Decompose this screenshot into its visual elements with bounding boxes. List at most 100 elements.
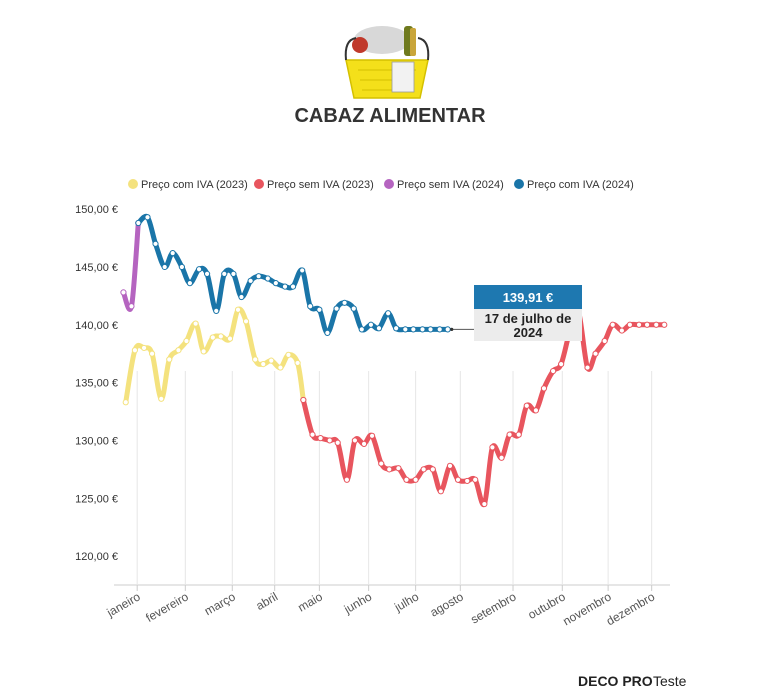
data-point bbox=[378, 460, 385, 467]
data-point bbox=[618, 327, 625, 334]
data-point bbox=[464, 477, 471, 485]
data-point bbox=[343, 476, 350, 483]
data-point bbox=[317, 435, 324, 442]
data-point bbox=[120, 289, 127, 296]
basket-illustration bbox=[344, 26, 430, 99]
data-point bbox=[183, 337, 190, 345]
series-0 bbox=[122, 306, 307, 406]
x-axis: janeiro fevereiro março abril maio junho julho… bbox=[104, 584, 670, 628]
data-point bbox=[294, 359, 301, 367]
data-point bbox=[626, 321, 633, 328]
brand-logo: DECO PRO Teste bbox=[578, 673, 687, 689]
y-tick-label: 145,00 € bbox=[75, 262, 118, 274]
data-point bbox=[272, 280, 279, 287]
data-point bbox=[316, 306, 323, 313]
data-point bbox=[192, 320, 199, 327]
data-point bbox=[558, 361, 565, 368]
series-3 bbox=[135, 213, 451, 336]
data-point bbox=[350, 305, 357, 312]
chart-title: CABAZ ALIMENTAR bbox=[294, 105, 486, 127]
series-line bbox=[123, 306, 306, 405]
data-point bbox=[238, 293, 245, 301]
legend: Preço com IVA (2023) Preço sem IVA (2023)… bbox=[128, 179, 634, 191]
legend-label: Preço com IVA (2024) bbox=[527, 179, 634, 191]
data-point bbox=[178, 263, 185, 271]
data-point bbox=[515, 431, 522, 438]
y-tick-label: 130,00 € bbox=[75, 435, 118, 447]
data-point bbox=[333, 305, 340, 312]
data-point bbox=[550, 367, 557, 375]
data-point bbox=[281, 283, 289, 290]
data-point bbox=[148, 350, 156, 357]
data-point bbox=[175, 347, 182, 354]
data-point bbox=[299, 267, 306, 274]
data-point bbox=[661, 321, 668, 328]
data-point bbox=[498, 454, 505, 461]
data-point bbox=[158, 395, 165, 402]
data-point bbox=[393, 325, 400, 332]
data-point bbox=[395, 465, 402, 472]
data-point bbox=[506, 431, 513, 438]
data-point bbox=[360, 440, 368, 448]
data-point bbox=[412, 476, 419, 483]
x-tick-label: dezembro bbox=[604, 589, 657, 628]
series-line bbox=[120, 220, 141, 312]
data-point bbox=[217, 333, 224, 340]
data-point bbox=[300, 396, 307, 404]
series-2 bbox=[120, 219, 142, 312]
data-point bbox=[209, 334, 216, 341]
data-point bbox=[326, 437, 333, 444]
data-point bbox=[324, 329, 331, 336]
data-point bbox=[523, 402, 530, 409]
data-point bbox=[309, 431, 316, 438]
data-point bbox=[203, 270, 211, 277]
data-point bbox=[481, 500, 488, 508]
data-point bbox=[402, 326, 409, 333]
data-point bbox=[375, 325, 383, 332]
x-tick-label: novembro bbox=[560, 589, 613, 628]
y-tick-label: 120,00 € bbox=[75, 551, 118, 563]
data-point bbox=[446, 462, 454, 469]
data-point bbox=[152, 240, 159, 247]
x-tick-label: março bbox=[202, 589, 238, 618]
y-tick-label: 140,00 € bbox=[75, 320, 118, 332]
data-point bbox=[653, 321, 660, 328]
data-point bbox=[427, 326, 434, 333]
data-point bbox=[341, 299, 348, 306]
data-point bbox=[420, 466, 427, 473]
data-point bbox=[226, 335, 234, 342]
data-point bbox=[264, 275, 271, 282]
data-point bbox=[386, 466, 393, 473]
data-point bbox=[230, 270, 237, 277]
data-point bbox=[403, 476, 410, 483]
legend-marker bbox=[514, 179, 524, 189]
callout-date-line1: 17 de julho de bbox=[485, 311, 572, 326]
data-point bbox=[532, 407, 540, 414]
data-point bbox=[255, 273, 262, 280]
data-point bbox=[540, 385, 548, 392]
data-point bbox=[609, 321, 616, 328]
data-point bbox=[242, 318, 250, 325]
data-point bbox=[429, 466, 436, 473]
data-point bbox=[166, 356, 173, 363]
callout-date-line2: 2024 bbox=[514, 325, 544, 340]
data-point bbox=[128, 303, 135, 310]
data-point bbox=[195, 266, 203, 273]
basket-contents-shape bbox=[354, 26, 410, 54]
price-tag-shape bbox=[391, 61, 415, 93]
data-point bbox=[307, 303, 314, 310]
data-point bbox=[592, 350, 599, 357]
x-tick-label: janeiro bbox=[104, 589, 143, 620]
brand-light: Teste bbox=[653, 673, 687, 689]
data-point bbox=[643, 321, 651, 328]
legend-label: Preço sem IVA (2024) bbox=[397, 179, 504, 191]
data-point bbox=[454, 476, 462, 483]
data-point bbox=[213, 307, 220, 315]
x-tick-label: agosto bbox=[428, 589, 466, 619]
x-tick-label: setembro bbox=[468, 589, 519, 626]
data-point bbox=[410, 326, 417, 333]
data-point bbox=[234, 306, 242, 313]
data-point bbox=[489, 444, 496, 451]
data-point bbox=[285, 351, 292, 358]
